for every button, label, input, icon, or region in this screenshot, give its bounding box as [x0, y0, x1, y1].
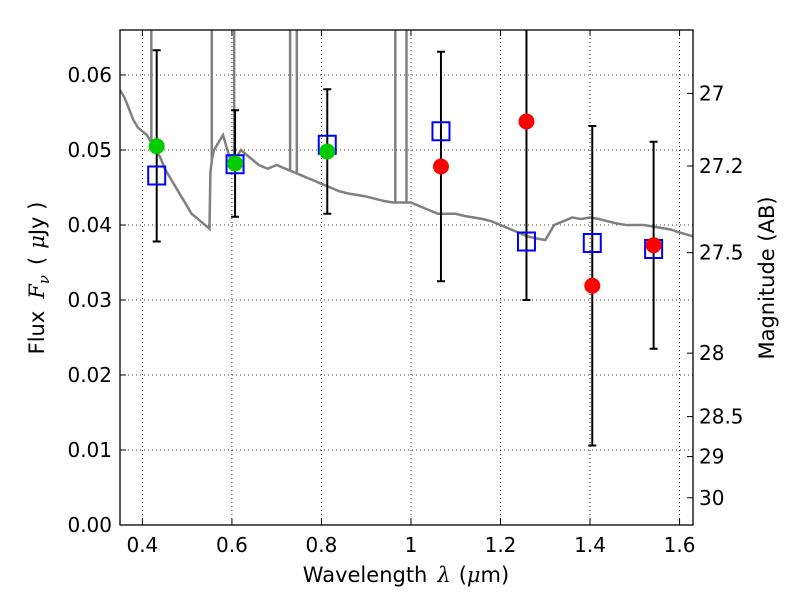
model-photometry-square [147, 165, 167, 186]
x-tick-label: 1 [405, 533, 418, 557]
y-tick-label: 0.02 [67, 363, 112, 387]
mag-tick-label: 30 [699, 486, 724, 510]
mag-tick-label: 28.5 [699, 405, 744, 429]
data-markers [147, 113, 664, 294]
grid [120, 30, 693, 526]
observed-flux-point [227, 155, 244, 172]
mag-tick-label: 27.2 [699, 154, 744, 178]
x-tick-label: 1.4 [574, 533, 606, 557]
model-photometry-square [516, 231, 536, 252]
plot-frame [119, 29, 694, 526]
mag-tick-label: 27 [699, 81, 724, 105]
y2-axis-title: Magnitude (AB) [755, 196, 779, 359]
y-tick-label: 0.03 [67, 288, 112, 312]
observed-flux-point [518, 113, 535, 130]
x-tick-label: 0.8 [306, 533, 338, 557]
x-tick-label: 0.4 [126, 533, 158, 557]
y-axis-title: FluxFν(μJy ) [25, 202, 53, 355]
y-tick-label: 0.00 [67, 513, 112, 537]
x-tick-label: 1.2 [485, 533, 517, 557]
mag-tick-label: 28 [699, 341, 724, 365]
observed-flux-point [319, 143, 336, 160]
y-tick-label: 0.04 [67, 213, 112, 237]
observed-flux-point [584, 277, 601, 294]
y-tick-label: 0.06 [67, 63, 112, 87]
model-photometry-square [431, 121, 451, 142]
axis-ticks: 0.4 0.6 0.8 1 1.2 1.4 1.6 0.00 0.01 0.02 0.03 0.04 0… [67, 30, 744, 557]
x-axis-title: Wavelength λ (μm) [303, 563, 509, 587]
model-spectrum-line [120, 89, 693, 242]
x-tick-label: 1.6 [664, 533, 696, 557]
model-photometry-square [582, 233, 602, 253]
observed-flux-point [148, 138, 165, 155]
mag-tick-label: 29 [699, 445, 724, 469]
observed-flux-point [645, 237, 662, 254]
y-tick-label: 0.05 [67, 138, 112, 162]
y-tick-label: 0.01 [67, 438, 112, 462]
x-tick-label: 0.6 [216, 533, 248, 557]
mag-tick-label: 27.5 [699, 241, 744, 265]
observed-flux-point [432, 158, 449, 175]
model-photometry-square [225, 154, 245, 175]
model-spectrum [120, 30, 693, 242]
